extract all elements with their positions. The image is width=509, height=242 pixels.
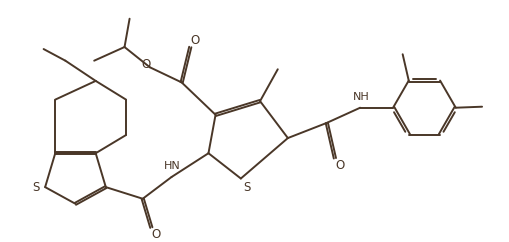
Text: S: S (243, 181, 250, 194)
Text: S: S (32, 181, 40, 194)
Text: O: O (335, 159, 344, 172)
Text: O: O (141, 58, 150, 71)
Text: O: O (152, 228, 161, 241)
Text: NH: NH (352, 91, 369, 102)
Text: O: O (190, 34, 200, 47)
Text: HN: HN (164, 161, 181, 171)
